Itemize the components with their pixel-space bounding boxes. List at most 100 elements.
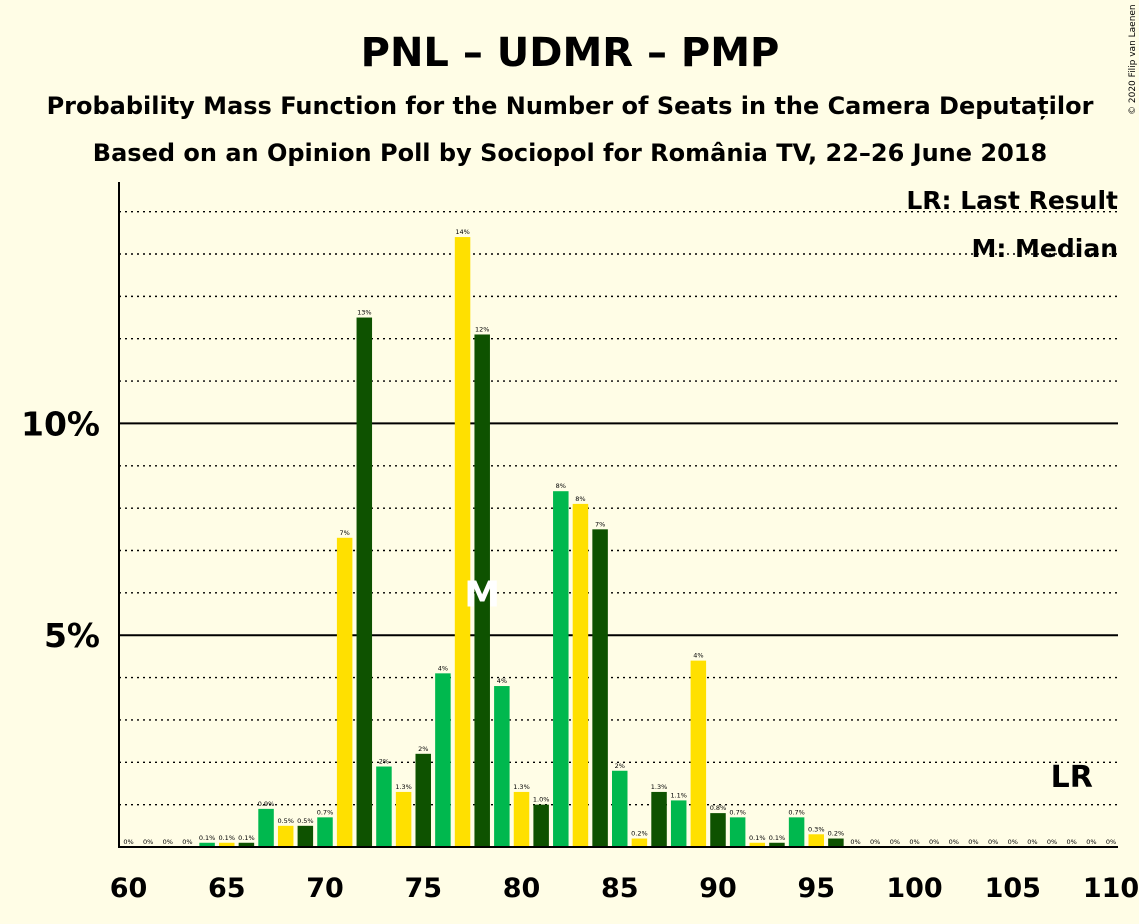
bar-labels-group: 0% 0% 0% 0%0.1% 0.1% 0.1%0.9%0.5% 0.5%0.7%7%13… xyxy=(123,228,1116,846)
bar-seat-65 xyxy=(219,842,235,847)
bar-label-seat-110: 0% xyxy=(1106,838,1116,846)
bar-label-seat-100: 0% xyxy=(909,838,919,846)
bar-label-seat-80: 1.3% xyxy=(513,783,530,791)
bar-seat-83 xyxy=(572,503,589,847)
bar-seat-67 xyxy=(258,808,274,847)
bar-label-seat-108: 0% xyxy=(1067,838,1077,846)
bar-seat-95 xyxy=(808,834,824,847)
bar-label-seat-77: 14% xyxy=(455,228,469,236)
bar-label-seat-78: 12% xyxy=(475,325,489,333)
bar-label-seat-79: 4% xyxy=(497,677,507,685)
bar-label-seat-104: 0% xyxy=(988,838,998,846)
bar-seat-73 xyxy=(376,766,392,847)
bars-group xyxy=(199,237,844,848)
bar-label-seat-68: 0.5% xyxy=(277,817,294,825)
bar-seat-96 xyxy=(828,838,844,847)
bar-seat-77 xyxy=(454,237,471,847)
x-tick-label: 90 xyxy=(699,873,737,904)
bar-label-seat-83: 8% xyxy=(575,495,585,503)
x-tick-label: 65 xyxy=(208,873,246,904)
axes xyxy=(118,182,1118,848)
x-tick-label: 100 xyxy=(886,873,942,904)
bar-seat-80 xyxy=(513,791,530,847)
legend-median: M: Median xyxy=(971,234,1118,263)
bar-seat-69 xyxy=(297,825,314,847)
bar-label-seat-61: 0% xyxy=(143,838,153,846)
bar-label-seat-103: 0% xyxy=(968,838,978,846)
y-tick-labels: 5% 10% xyxy=(21,404,100,655)
x-tick-label: 105 xyxy=(985,873,1041,904)
bar-seat-75 xyxy=(415,753,431,847)
bar-seat-93 xyxy=(769,842,785,847)
gridlines xyxy=(119,210,1118,806)
x-tick-label: 110 xyxy=(1083,873,1139,904)
bar-seat-68 xyxy=(277,825,294,847)
bar-seat-79 xyxy=(494,686,510,847)
bar-label-seat-64: 0.1% xyxy=(199,834,216,842)
x-tick-label: 80 xyxy=(503,873,541,904)
last-result-marker: LR xyxy=(1051,760,1093,795)
bar-label-seat-63: 0% xyxy=(182,838,192,846)
bar-seat-82 xyxy=(553,491,569,847)
bar-seat-74 xyxy=(395,791,412,847)
bar-seat-94 xyxy=(788,817,805,847)
bar-seat-70 xyxy=(317,817,333,847)
bar-label-seat-66: 0.1% xyxy=(238,834,255,842)
bar-seat-89 xyxy=(690,660,707,847)
y-tick-label: 5% xyxy=(44,616,100,655)
bar-label-seat-74: 1.3% xyxy=(395,783,412,791)
bar-label-seat-86: 0.2% xyxy=(631,830,648,838)
bar-label-seat-60: 0% xyxy=(123,838,133,846)
bar-seat-86 xyxy=(631,838,648,847)
chart-subtitle: Probability Mass Function for the Number… xyxy=(47,92,1094,120)
y-tick-label: 10% xyxy=(21,404,100,443)
bar-label-seat-109: 0% xyxy=(1086,838,1096,846)
bar-label-seat-89: 4% xyxy=(693,652,703,660)
bar-label-seat-82: 8% xyxy=(556,482,566,490)
x-tick-labels: 60 65 70 75 80 85 90 95 100 105 110 xyxy=(110,873,1139,904)
x-tick-label: 95 xyxy=(797,873,835,904)
bar-seat-76 xyxy=(435,673,451,847)
bar-label-seat-102: 0% xyxy=(949,838,959,846)
chart-source: Based on an Opinion Poll by Sociopol for… xyxy=(93,139,1047,167)
bar-label-seat-92: 0.1% xyxy=(749,834,766,842)
bar-label-seat-94: 0.7% xyxy=(788,808,805,816)
bar-seat-85 xyxy=(612,770,628,847)
bar-label-seat-105: 0% xyxy=(1008,838,1018,846)
copyright-notice: © 2020 Filip van Laenen xyxy=(1128,4,1138,115)
bar-label-seat-96: 0.2% xyxy=(828,830,845,838)
bar-label-seat-75: 2% xyxy=(418,745,428,753)
x-tick-label: 60 xyxy=(110,873,148,904)
bar-label-seat-62: 0% xyxy=(163,838,173,846)
bar-label-seat-93: 0.1% xyxy=(769,834,786,842)
bar-seat-92 xyxy=(749,842,766,847)
bar-seat-64 xyxy=(199,842,215,847)
bar-label-seat-91: 0.7% xyxy=(729,808,746,816)
chart-title: PNL – UDMR – PMP xyxy=(361,30,780,76)
bar-label-seat-65: 0.1% xyxy=(218,834,235,842)
bar-label-seat-97: 0% xyxy=(850,838,860,846)
bar-seat-71 xyxy=(336,537,353,847)
bar-label-seat-72: 13% xyxy=(357,309,371,317)
bar-label-seat-99: 0% xyxy=(890,838,900,846)
bar-seat-84 xyxy=(592,529,608,847)
x-tick-label: 85 xyxy=(601,873,639,904)
bar-label-seat-69: 0.5% xyxy=(297,817,314,825)
bar-seat-72 xyxy=(356,317,373,848)
bar-seat-87 xyxy=(651,791,667,847)
bar-label-seat-88: 1.1% xyxy=(670,791,687,799)
median-marker: M xyxy=(464,574,500,615)
bar-label-seat-84: 7% xyxy=(595,520,605,528)
x-tick-label: 75 xyxy=(404,873,442,904)
bar-label-seat-76: 4% xyxy=(438,664,448,672)
bar-label-seat-81: 1.0% xyxy=(533,796,550,804)
bar-label-seat-107: 0% xyxy=(1047,838,1057,846)
bar-seat-91 xyxy=(729,817,746,847)
bar-label-seat-98: 0% xyxy=(870,838,880,846)
bar-label-seat-87: 1.3% xyxy=(651,783,668,791)
bar-label-seat-67: 0.9% xyxy=(258,800,275,808)
bar-label-seat-71: 7% xyxy=(339,529,349,537)
bar-seat-78 xyxy=(474,334,490,847)
bar-label-seat-95: 0.3% xyxy=(808,825,825,833)
